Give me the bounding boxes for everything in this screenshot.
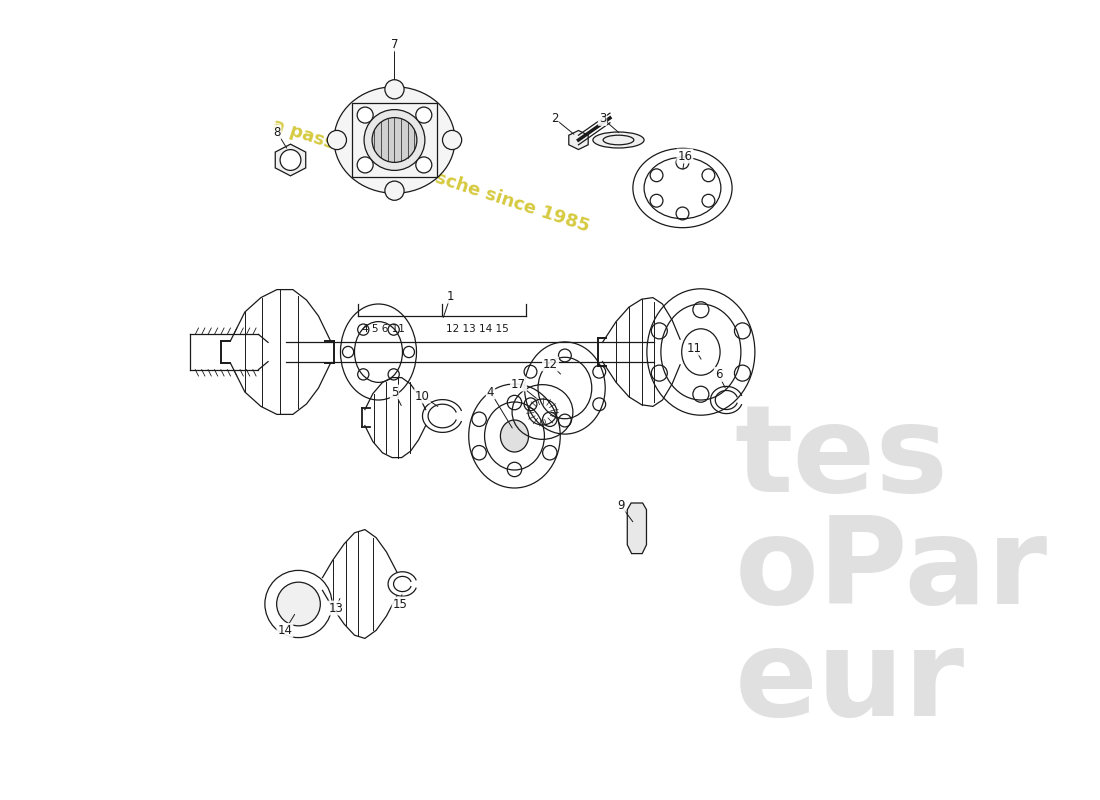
Circle shape — [276, 582, 320, 626]
Circle shape — [328, 130, 346, 150]
Polygon shape — [627, 503, 647, 554]
Text: 9: 9 — [617, 499, 625, 512]
Circle shape — [280, 150, 301, 170]
Circle shape — [358, 157, 373, 173]
Circle shape — [265, 570, 332, 638]
Text: 12 13 14 15: 12 13 14 15 — [446, 324, 508, 334]
Text: 1: 1 — [447, 290, 454, 302]
Text: 13: 13 — [329, 602, 343, 614]
Circle shape — [358, 107, 373, 123]
Text: 4: 4 — [486, 386, 494, 398]
Circle shape — [364, 110, 425, 170]
Text: a passion for Porsche since 1985: a passion for Porsche since 1985 — [270, 116, 592, 236]
Text: 7: 7 — [390, 38, 398, 50]
Circle shape — [416, 107, 432, 123]
Text: 14: 14 — [277, 624, 293, 637]
Text: 3: 3 — [598, 112, 606, 125]
Text: 10: 10 — [415, 390, 430, 402]
Circle shape — [416, 157, 432, 173]
Text: 11: 11 — [688, 342, 702, 354]
Text: oPar: oPar — [735, 512, 1047, 629]
Text: 6: 6 — [715, 368, 723, 381]
Ellipse shape — [334, 86, 455, 194]
Text: 12: 12 — [543, 358, 558, 370]
Polygon shape — [275, 144, 306, 176]
Text: 15: 15 — [393, 598, 407, 610]
Circle shape — [442, 130, 462, 150]
Text: 5: 5 — [390, 386, 398, 398]
Text: eur: eur — [735, 624, 965, 741]
Text: 16: 16 — [678, 150, 692, 162]
Text: tes: tes — [735, 400, 948, 517]
Circle shape — [372, 118, 417, 162]
Polygon shape — [352, 103, 437, 177]
Text: 17: 17 — [512, 378, 526, 390]
Text: 8: 8 — [273, 126, 280, 138]
Circle shape — [385, 80, 404, 99]
Ellipse shape — [500, 420, 529, 452]
Ellipse shape — [593, 132, 645, 148]
Text: 2: 2 — [551, 112, 558, 125]
Polygon shape — [569, 130, 589, 150]
Circle shape — [385, 181, 404, 200]
Text: 4 5 6 11: 4 5 6 11 — [362, 324, 405, 334]
